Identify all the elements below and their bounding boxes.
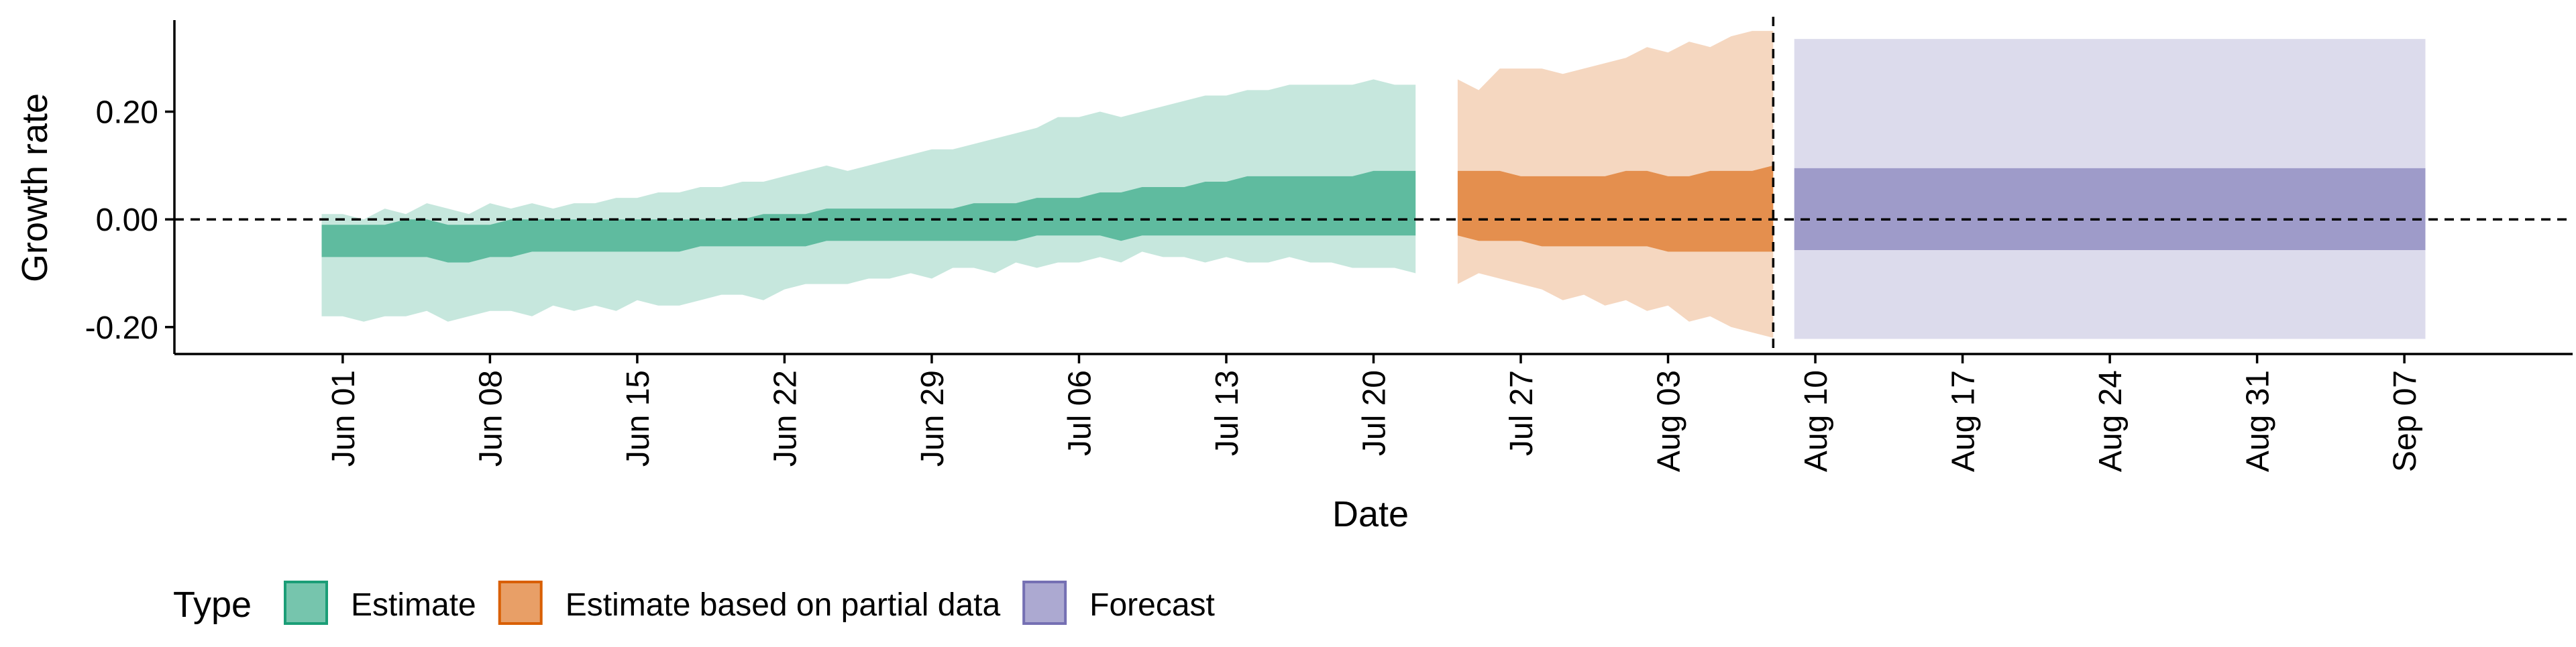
estimate-outer-band [321,79,1416,322]
reference-line-layer [174,17,2573,354]
y-tick-label: 0.00 [96,202,158,238]
x-tick-label: Aug 03 [1652,370,1687,472]
x-tick-label: Aug 31 [2241,370,2276,472]
axes-layer: -0.20 0.00 0.20 Jun 01 Jun 08 Jun 15 Jun 22 Jun… [85,20,2573,472]
x-tick-label: Jun 01 [326,370,362,467]
legend-label-estimate-based-on-partial-data: Estimate based on partial data [566,587,1001,623]
estimate-inner-band [321,170,1416,263]
legend-key-estimate-based-on-partial-data [498,581,543,625]
x-tick-label: Aug 24 [2093,370,2129,472]
band-layer [321,31,2426,339]
legend-key-forecast [1022,581,1067,625]
y-tick-label: 0.20 [96,95,158,131]
x-tick-label: Jul 20 [1357,370,1393,456]
x-tick-label: Jun 15 [621,370,656,467]
x-axis-title: Date [1332,494,1409,534]
x-tick-label: Aug 17 [1946,370,1982,472]
x-tick-label: Jul 27 [1504,370,1540,456]
y-tick-label: -0.20 [85,310,158,346]
x-tick-label: Aug 10 [1799,370,1834,472]
legend-label-estimate: Estimate [351,587,476,623]
estimate-based-on-partial-data-inner-band [1457,165,1774,252]
x-tick-label: Jun 22 [767,370,803,467]
x-tick-label: Jul 13 [1210,370,1245,456]
x-tick-label: Jul 06 [1063,370,1098,456]
legend: Type Estimate Estimate based on partial d… [173,581,1215,625]
legend-key-estimate [284,581,328,625]
legend-title: Type [173,585,252,625]
x-tick-label: Jun 08 [473,370,508,467]
x-tick-label: Jun 29 [915,370,951,467]
x-tick-label: Sep 07 [2387,370,2423,472]
y-axis-title: Growth rate [15,93,55,282]
axis-titles: Date Growth rate [15,93,1409,534]
legend-label-forecast: Forecast [1089,587,1215,623]
forecast-inner-band [1794,168,2426,250]
